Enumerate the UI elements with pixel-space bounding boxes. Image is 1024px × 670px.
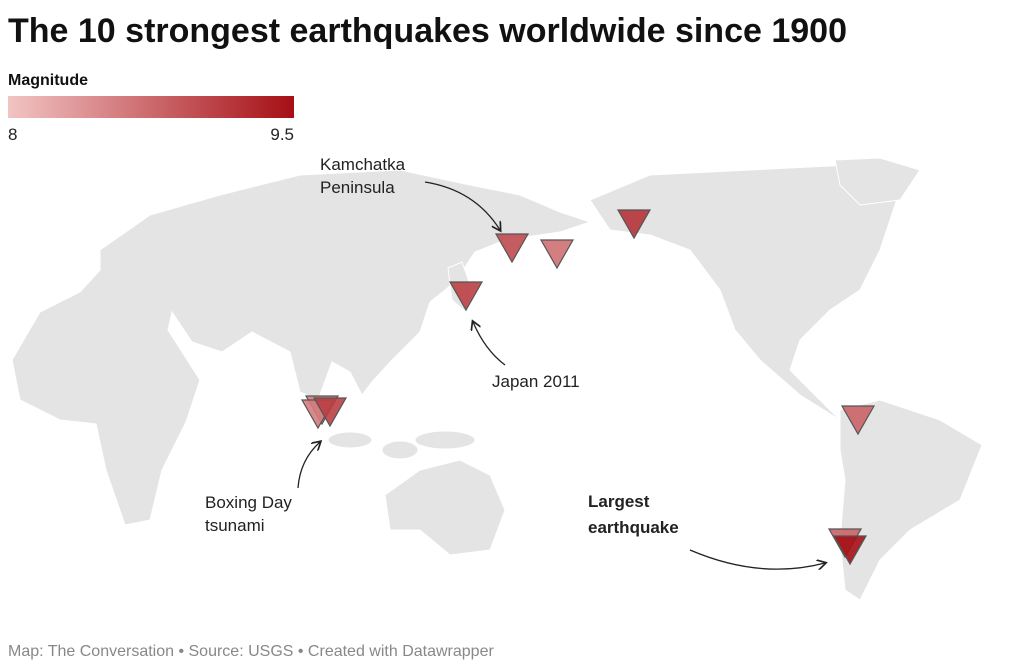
earthquake-marker (448, 281, 484, 312)
earthquake-marker (840, 405, 876, 436)
title: The 10 strongest earthquakes worldwide s… (8, 12, 847, 50)
annotation: tsunami (205, 516, 265, 535)
earthquake-marker (616, 209, 652, 240)
annotation: Largest (588, 492, 650, 511)
annotation: Kamchatka (320, 155, 406, 174)
earthquake-marker (832, 535, 868, 566)
earthquakes (300, 209, 876, 566)
footer: Map: The Conversation • Source: USGS • C… (8, 643, 494, 660)
annotation: Japan 2011 (492, 372, 580, 391)
annotation: Peninsula (320, 178, 395, 197)
earthquake-marker (494, 233, 530, 264)
land (11, 157, 983, 601)
annotation: Boxing Day (205, 493, 292, 512)
arrow (473, 322, 506, 366)
legend-title: Magnitude (8, 72, 88, 89)
arrow (689, 549, 825, 569)
arrow (424, 181, 500, 230)
earthquake-marker (312, 397, 348, 428)
annotations: Kamchatka Peninsula Japan 2011 Boxing Da… (205, 155, 825, 569)
annotation: earthquake (588, 518, 679, 537)
legend-max: 9.5 (270, 125, 294, 144)
legend-gradient (8, 96, 294, 118)
arrow (297, 442, 320, 489)
earthquake-marker (539, 239, 575, 270)
legend-min: 8 (8, 125, 17, 144)
